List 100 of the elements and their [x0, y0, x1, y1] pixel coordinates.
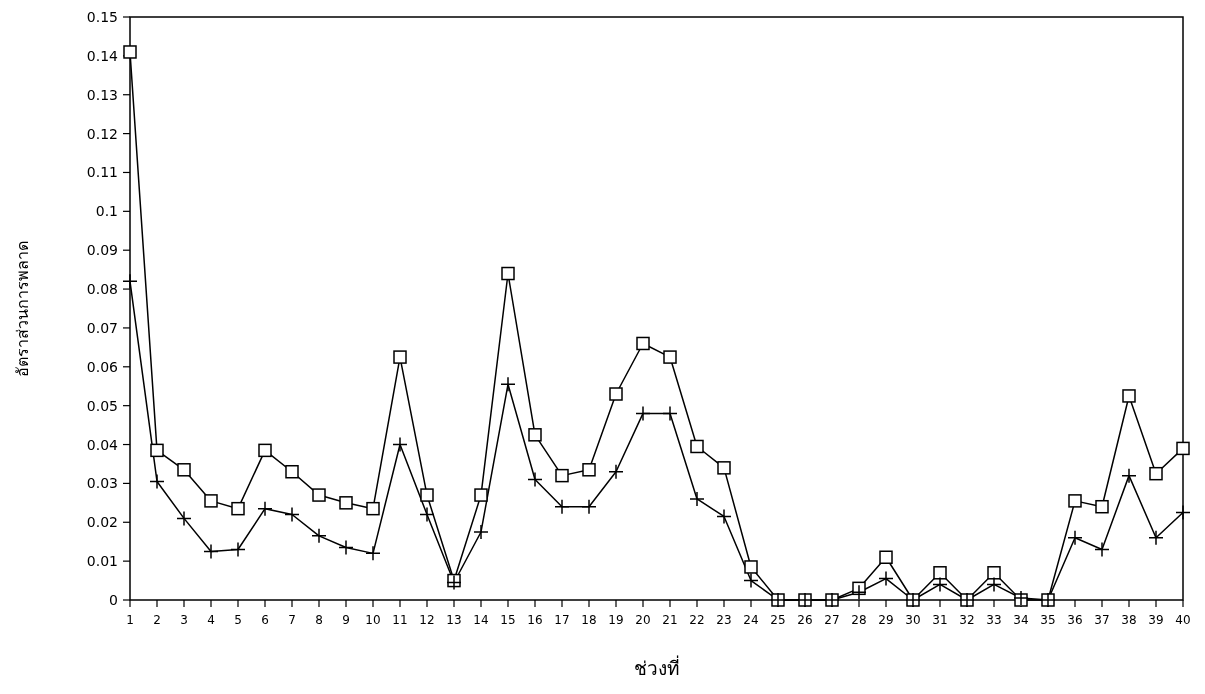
x-tick-label: 2 — [153, 613, 161, 627]
point — [1095, 499, 1109, 514]
point — [662, 405, 678, 422]
x-tick-label: 4 — [207, 613, 215, 627]
point — [312, 488, 326, 502]
x-tick-label: 22 — [689, 613, 705, 627]
point — [419, 506, 435, 523]
point — [581, 498, 597, 515]
y-tick-label: 0.02 — [86, 514, 118, 531]
point — [554, 498, 570, 515]
point — [555, 468, 569, 483]
point — [932, 576, 948, 593]
y-tick-label: 0.13 — [86, 86, 118, 103]
x-tick-label: 34 — [1013, 613, 1029, 627]
y-tick-label: 0.01 — [86, 553, 118, 570]
point — [258, 443, 272, 458]
x-tick-label: 24 — [743, 613, 759, 627]
point — [1148, 530, 1164, 546]
x-tick-label: 37 — [1094, 613, 1110, 627]
point — [177, 463, 191, 477]
x-tick-label: 32 — [959, 613, 975, 627]
x-tick-label: 14 — [473, 613, 489, 627]
point — [176, 510, 192, 527]
x-tick-label: 7 — [288, 613, 296, 627]
point — [690, 439, 704, 454]
x-tick-label: 5 — [234, 613, 242, 627]
y-tick-label: 0 — [109, 592, 118, 608]
y-tick-label: 0.1 — [95, 203, 118, 220]
point — [608, 463, 624, 480]
x-tick-label: 29 — [878, 613, 894, 627]
x-tick-label: 27 — [824, 613, 840, 627]
point — [663, 350, 677, 364]
x-tick-label: 12 — [419, 613, 435, 627]
x-tick-label: 6 — [261, 613, 269, 627]
point — [528, 428, 542, 442]
point — [582, 463, 596, 477]
point — [231, 501, 245, 516]
x-tick-label: 10 — [365, 613, 381, 627]
point — [878, 570, 894, 587]
point — [716, 508, 732, 525]
point — [204, 494, 218, 508]
point — [1176, 441, 1190, 456]
point — [150, 443, 164, 458]
point — [122, 273, 138, 290]
point — [933, 566, 947, 580]
point — [284, 506, 300, 523]
point — [1094, 541, 1110, 558]
x-tick-label: 3 — [180, 613, 188, 627]
point — [230, 541, 246, 558]
point — [149, 473, 165, 490]
point — [609, 387, 623, 401]
x-tick-label: 36 — [1067, 613, 1083, 627]
x-tick-label: 16 — [527, 613, 543, 627]
x-tick-label: 38 — [1121, 613, 1137, 627]
x-tick-label: 15 — [500, 613, 516, 627]
y-tick-label: 0.11 — [86, 164, 118, 181]
y-tick-label: 0.08 — [86, 281, 118, 298]
point — [392, 436, 408, 453]
x-tick-label: 20 — [635, 613, 651, 627]
x-tick-label: 8 — [315, 613, 323, 627]
x-tick-label: 11 — [392, 613, 408, 627]
x-tick-label: 1 — [126, 613, 134, 627]
x-tick-label: 26 — [797, 613, 813, 627]
point — [338, 539, 354, 556]
x-tick-label: 39 — [1148, 613, 1164, 627]
x-tick-label: 21 — [662, 613, 678, 627]
x-tick-label: 25 — [770, 613, 786, 627]
y-axis-title: อัตราส่วนการพลาด — [13, 240, 32, 377]
y-tick-label: 0.09 — [86, 242, 118, 259]
point — [1068, 494, 1082, 508]
point — [1122, 389, 1136, 403]
x-tick-label: 13 — [446, 613, 462, 627]
point — [635, 405, 651, 422]
x-axis-title: ช่วงที่ — [633, 655, 680, 679]
point — [1121, 467, 1137, 484]
y-tick-label: 0.06 — [86, 358, 119, 375]
point — [689, 491, 705, 507]
y-tick-label: 0.12 — [86, 125, 118, 142]
x-tick-label: 33 — [986, 613, 1002, 627]
point — [473, 524, 489, 540]
x-tick-label: 23 — [716, 613, 732, 627]
point — [203, 543, 219, 560]
point — [500, 376, 516, 393]
point — [527, 471, 543, 488]
point — [1175, 504, 1191, 521]
y-tick-label: 0.14 — [86, 47, 119, 64]
point — [339, 496, 353, 510]
point — [311, 528, 327, 544]
point — [636, 336, 650, 351]
point — [420, 488, 434, 502]
point — [987, 566, 1001, 580]
point — [365, 545, 381, 562]
x-tick-label: 17 — [554, 613, 570, 627]
point — [474, 488, 488, 502]
point — [123, 45, 137, 59]
point — [743, 572, 759, 589]
point — [717, 461, 731, 475]
point — [393, 350, 407, 364]
x-tick-label: 35 — [1040, 613, 1056, 627]
point — [257, 500, 273, 517]
